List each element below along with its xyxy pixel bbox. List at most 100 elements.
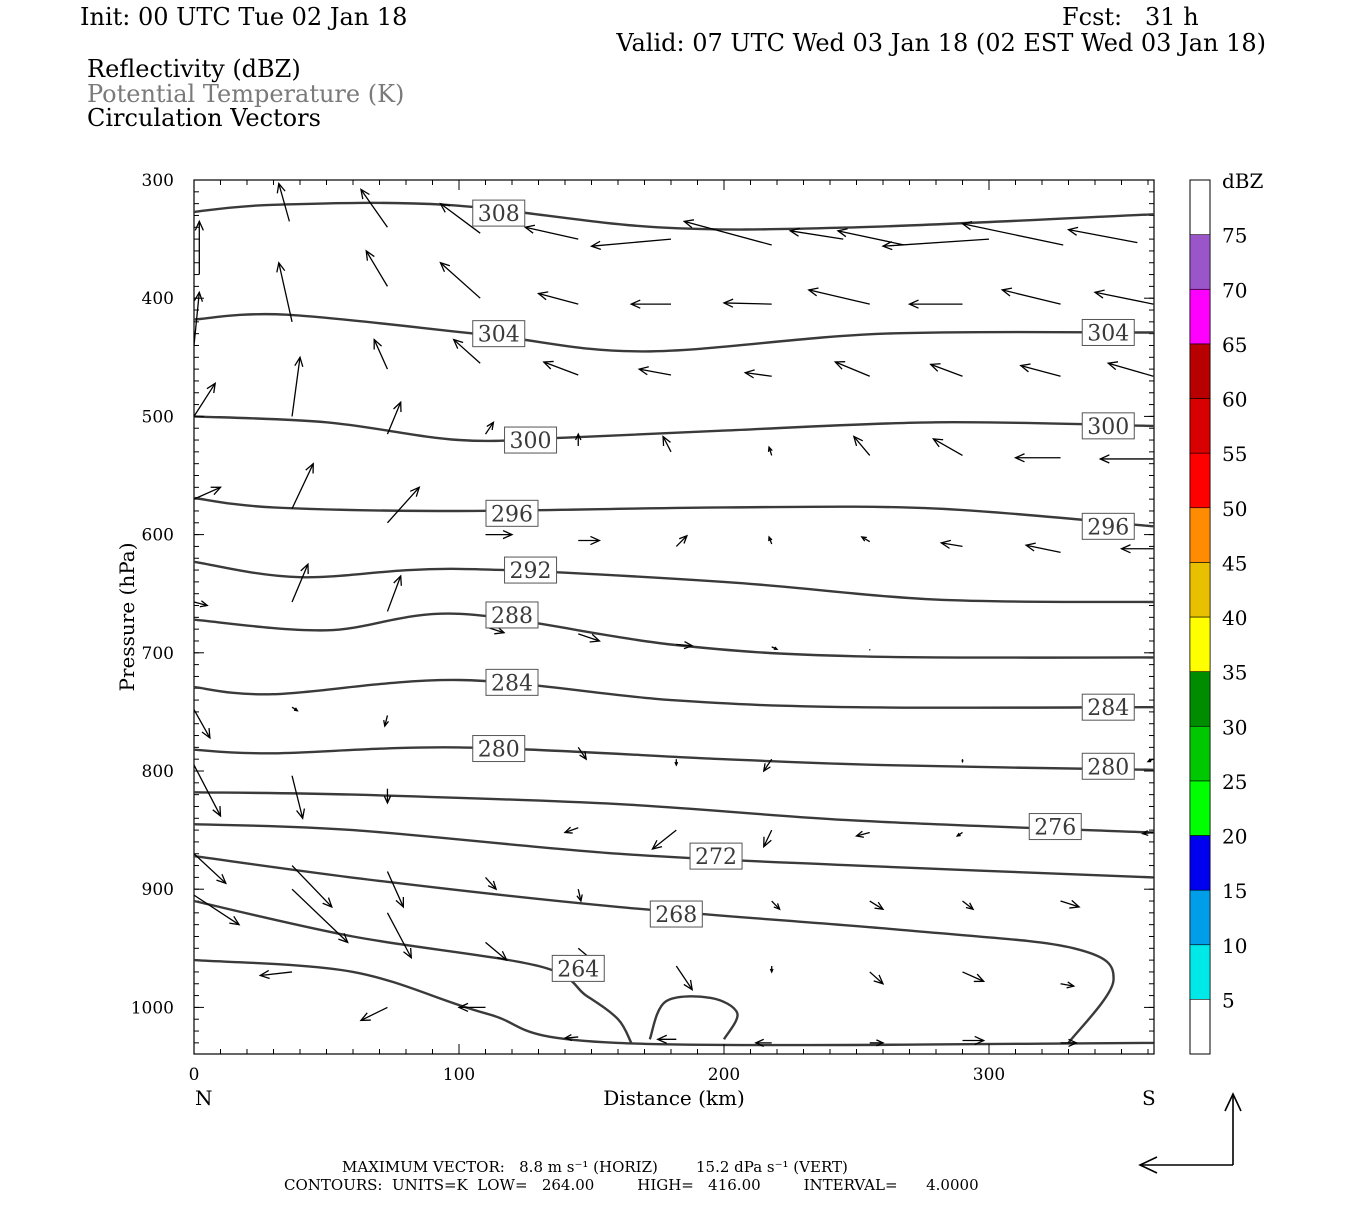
y-tick-label: 1000 xyxy=(131,998,174,1018)
vector-head xyxy=(674,761,679,767)
vector-head xyxy=(769,968,774,974)
vector-head xyxy=(210,486,222,496)
circulation-vector-arrow xyxy=(193,486,222,500)
vector-shaft xyxy=(1002,289,1061,305)
vector-shaft xyxy=(763,829,773,847)
circulation-vector-arrow xyxy=(578,633,601,643)
colorbar-swatch xyxy=(1189,889,1211,946)
colorbar-tick-label: 35 xyxy=(1222,661,1247,685)
circulation-vector-arrow xyxy=(743,369,772,379)
circulation-vector-arrow xyxy=(563,826,579,834)
circulation-vector-arrow xyxy=(291,888,349,944)
circulation-vector-arrow xyxy=(1024,542,1061,553)
vector-shaft xyxy=(869,971,884,985)
colorbar-swatch xyxy=(1189,725,1211,782)
colorbar-swatch xyxy=(1189,671,1211,727)
circulation-vector-arrow xyxy=(1060,1038,1079,1048)
vector-shaft xyxy=(1060,900,1080,908)
contour-label: 280 xyxy=(478,738,520,763)
vector-head xyxy=(767,445,773,452)
y-tick-labels: 300 400 500 600 700 800 900 1000 xyxy=(131,171,1154,1018)
contour-label-box xyxy=(1028,813,1082,841)
circulation-vector-arrow xyxy=(291,706,299,712)
init-time: Init: 00 UTC Tue 02 Jan 18 xyxy=(80,3,407,31)
circulation-vector-arrow xyxy=(1119,544,1154,554)
y-tick-label: 500 xyxy=(142,407,174,427)
circulation-vector-arrow xyxy=(1098,454,1154,464)
contour-label: 284 xyxy=(491,671,533,696)
circulation-vector-arrow xyxy=(1060,899,1081,909)
circulation-vector-arrow xyxy=(576,889,583,903)
circulation-vector-arrow xyxy=(788,227,844,240)
circulation-vector-arrow xyxy=(836,228,905,246)
circulation-vector-arrow xyxy=(194,219,204,275)
vector-shaft xyxy=(543,361,579,376)
vector-head xyxy=(212,806,222,818)
circulation-vector-arrow xyxy=(386,871,405,909)
theta-contour-line xyxy=(193,201,1154,231)
vector-shaft xyxy=(193,853,227,884)
circulation-vector-arrow xyxy=(1146,758,1154,763)
vector-head xyxy=(1068,1038,1079,1048)
circulation-vector-arrow xyxy=(931,438,963,456)
vector-shaft xyxy=(1020,364,1061,377)
circulation-vector-arrow xyxy=(484,420,495,435)
vector-shaft xyxy=(291,463,314,509)
contour-label-box xyxy=(472,199,526,227)
theta-contour-line xyxy=(193,746,1154,771)
vector-shaft xyxy=(675,535,688,547)
circulation-vector-arrow xyxy=(439,202,481,234)
vector-head xyxy=(873,974,885,985)
circulation-vector-arrow xyxy=(651,829,677,850)
vector-head xyxy=(678,534,689,544)
contour-labels: 308 304 304 300 300 296 296 292 288 284 284 280 280 2… xyxy=(472,199,1135,982)
vector-head xyxy=(683,640,694,650)
circulation-vector-arrow xyxy=(193,764,222,818)
vector-shaft xyxy=(386,486,420,524)
vector-shaft xyxy=(933,438,963,456)
theta-contour-line xyxy=(193,312,1154,353)
vector-shaft xyxy=(577,746,587,760)
circulation-vector-arrow xyxy=(578,535,602,546)
circulation-vector-arrow xyxy=(1060,981,1076,989)
vector-head xyxy=(365,249,375,261)
vector-head xyxy=(383,720,390,728)
vector-shaft xyxy=(453,339,481,364)
contour-label-box xyxy=(472,320,526,348)
circulation-vector-arrow xyxy=(291,775,306,820)
circulation-vector-arrow xyxy=(722,298,772,308)
vector-head xyxy=(762,763,771,773)
vector-head xyxy=(929,363,941,372)
circulation-vector-arrow xyxy=(1000,287,1061,305)
contour-label-box xyxy=(1081,752,1135,780)
vector-head xyxy=(788,227,800,237)
vector-head xyxy=(807,287,819,297)
colorbar-tick-label: 60 xyxy=(1222,388,1247,412)
theta-contour-line xyxy=(193,958,1154,1047)
circulation-vector-arrow xyxy=(577,746,588,761)
vector-head xyxy=(395,897,405,909)
vector-shaft xyxy=(193,764,222,817)
circulation-vector-arrow xyxy=(674,759,679,767)
theta-contour-line xyxy=(193,678,1154,709)
circulation-vector-arrow xyxy=(276,261,293,322)
circulation-vector-arrow xyxy=(193,709,211,740)
legend-circulation-vectors: Circulation Vectors xyxy=(87,104,321,132)
circulation-vector-arrow xyxy=(955,831,963,837)
vector-shaft xyxy=(193,709,211,739)
vector-head xyxy=(773,903,781,911)
vector-shaft xyxy=(856,831,870,837)
x-tick-label: 100 xyxy=(443,1065,475,1085)
circulation-vector-arrow xyxy=(536,291,579,305)
contour-label: 300 xyxy=(510,429,552,454)
vector-shaft xyxy=(835,361,870,377)
circulation-vector-arrow xyxy=(675,965,694,991)
circulation-vector-arrow xyxy=(961,759,964,764)
vector-head xyxy=(1000,287,1013,297)
theta-contour-line xyxy=(193,612,1154,659)
vector-head xyxy=(907,299,919,309)
circulation-vector-arrow xyxy=(193,600,209,608)
circulation-vector-arrow xyxy=(291,865,333,909)
circulation-vector-arrow xyxy=(383,788,392,805)
colorbar-swatch xyxy=(1189,835,1211,891)
